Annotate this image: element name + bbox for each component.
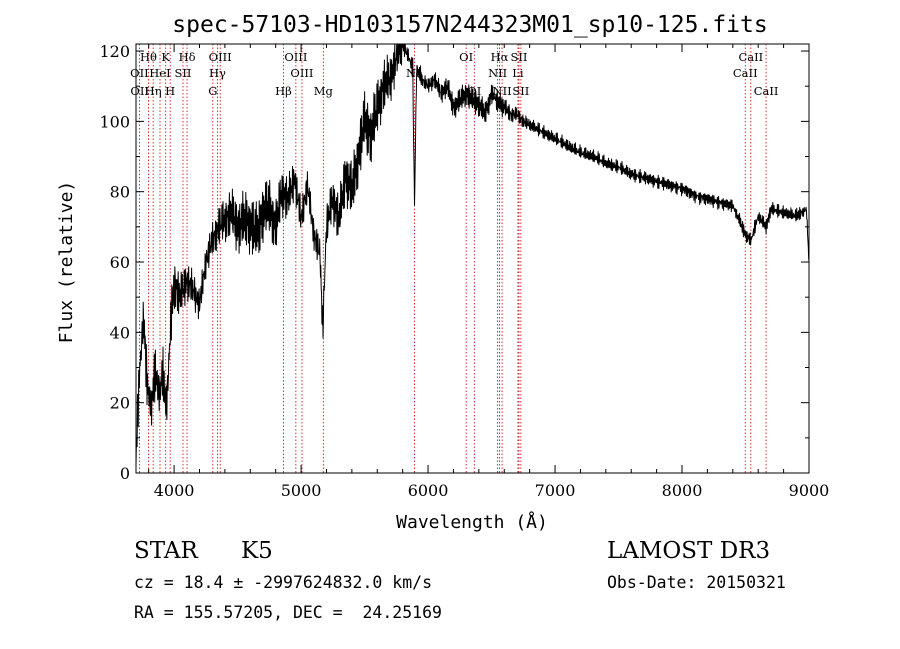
spectral-line-labels: Hθ OII OII K HeI Hη Hδ SII H OIII Hγ G OIII OIII Hβ Mg N…	[130, 50, 778, 98]
x-tick-label: 9000	[789, 481, 830, 500]
spectral-line-label: OIII	[209, 50, 232, 64]
y-axis-label: Flux (relative)	[56, 181, 77, 344]
spectral-line-label: OI	[459, 50, 473, 64]
y-tick-label: 0	[120, 464, 130, 483]
chart-title: spec-57103-HD103157N244323M01_sp10-125.f…	[172, 12, 767, 38]
spectral-line-label: SII	[174, 66, 191, 80]
redshift-text: cz = 18.4 ± -2997624832.0 km/s	[134, 573, 433, 592]
spectrum-line	[135, 43, 810, 467]
spectral-line-label: CaII	[733, 66, 758, 80]
spectral-line-label: OIII	[284, 50, 307, 64]
spectral-line-label: SII	[510, 50, 527, 64]
obs-date: Obs-Date: 20150321	[607, 573, 786, 592]
y-tick-label: 60	[110, 253, 130, 272]
spectral-line-label: Li	[512, 66, 524, 80]
x-tick-label: 8000	[662, 481, 703, 500]
spectral-line-label: Hα	[491, 50, 509, 64]
y-tick-label: 40	[110, 323, 130, 342]
spectral-line-label: CaII	[738, 50, 763, 64]
spectral-line-label: Mg	[314, 84, 334, 98]
x-tick-label: 5000	[281, 481, 322, 500]
survey-name: LAMOST DR3	[607, 538, 771, 564]
y-axis-ticks: 0 20 40 60 80 100 120	[99, 42, 809, 483]
spectral-line-label: Hβ	[275, 84, 292, 98]
x-tick-label: 6000	[408, 481, 449, 500]
spectral-line-label: OII	[130, 66, 149, 80]
spectral-line-label: H	[165, 84, 175, 98]
coordinates: RA = 155.57205, DEC = 24.25169	[134, 603, 442, 622]
object-subclass: K5	[241, 538, 273, 564]
x-tick-label: 7000	[535, 481, 576, 500]
y-tick-label: 20	[110, 394, 130, 413]
spectral-line-label: Hγ	[209, 66, 226, 80]
spectral-line-label: Hη	[145, 84, 162, 98]
x-axis-ticks: 4000 5000 6000 7000 8000 9000	[148, 44, 830, 500]
spectrum-series	[135, 43, 810, 467]
spectral-line-label: K	[161, 50, 170, 64]
spectral-line-label: HeI	[149, 66, 170, 80]
spectral-line-label: OIII	[290, 66, 313, 80]
spectral-line-label: OII	[130, 84, 149, 98]
object-class: STAR	[134, 538, 198, 564]
spectral-line-markers	[139, 44, 767, 473]
x-tick-label: 4000	[154, 481, 195, 500]
y-tick-label: 100	[99, 112, 130, 131]
spectral-line-label: NII	[488, 66, 507, 80]
plot-frame	[135, 43, 810, 474]
spectral-line-label: CaII	[754, 84, 779, 98]
y-tick-label: 120	[99, 42, 130, 61]
x-axis-label: Wavelength (Å)	[396, 511, 548, 533]
spectral-line-label: Hθ	[140, 50, 157, 64]
spectral-line-label: G	[208, 84, 217, 98]
y-tick-label: 80	[110, 183, 130, 202]
spectral-line-label: SII	[512, 84, 529, 98]
spectral-line-label: Hδ	[179, 50, 196, 64]
